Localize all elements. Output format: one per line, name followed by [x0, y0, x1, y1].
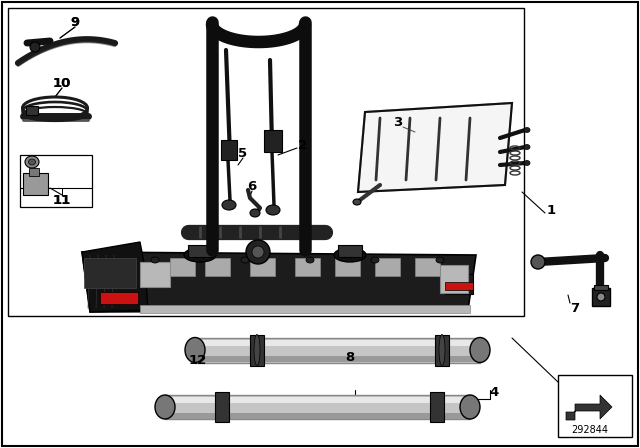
Bar: [415, 258, 440, 276]
Ellipse shape: [155, 395, 175, 419]
Bar: [335, 258, 360, 276]
Polygon shape: [566, 395, 612, 420]
Ellipse shape: [439, 335, 445, 366]
Bar: [445, 274, 473, 294]
Bar: [26, 106, 38, 115]
Ellipse shape: [524, 145, 530, 150]
Text: 7: 7: [570, 302, 580, 314]
Bar: [215, 392, 229, 422]
Bar: [20, 155, 92, 207]
Bar: [23, 173, 48, 195]
Bar: [594, 285, 608, 290]
Text: 11: 11: [53, 194, 71, 207]
Text: 8: 8: [346, 350, 355, 363]
Text: 5: 5: [239, 146, 248, 159]
Circle shape: [30, 42, 40, 52]
Bar: [435, 335, 449, 366]
Ellipse shape: [334, 248, 366, 262]
Text: 2: 2: [298, 138, 308, 151]
Ellipse shape: [29, 159, 35, 165]
Bar: [250, 258, 275, 276]
Ellipse shape: [25, 156, 39, 168]
Bar: [140, 262, 170, 287]
Bar: [375, 258, 400, 276]
Circle shape: [252, 246, 264, 258]
Bar: [430, 392, 444, 422]
Bar: [338, 245, 362, 257]
Polygon shape: [82, 242, 148, 312]
Bar: [29, 168, 39, 176]
Bar: [165, 413, 470, 419]
Ellipse shape: [353, 199, 361, 205]
Bar: [558, 375, 632, 437]
Bar: [165, 395, 470, 419]
Text: 9: 9: [70, 16, 79, 29]
Ellipse shape: [436, 257, 444, 263]
Ellipse shape: [185, 337, 205, 362]
Text: 12: 12: [189, 353, 207, 366]
Bar: [100, 292, 138, 304]
Text: 10: 10: [53, 77, 71, 90]
Bar: [295, 258, 320, 276]
Ellipse shape: [222, 200, 236, 210]
Ellipse shape: [241, 257, 249, 263]
Bar: [250, 335, 264, 366]
Bar: [195, 340, 480, 346]
Text: 3: 3: [394, 116, 403, 129]
Text: 10: 10: [53, 77, 71, 90]
Text: 6: 6: [248, 180, 257, 193]
Text: 4: 4: [490, 385, 499, 399]
Text: 9: 9: [70, 16, 79, 29]
Bar: [221, 140, 237, 160]
Ellipse shape: [460, 395, 480, 419]
Circle shape: [246, 240, 270, 264]
Ellipse shape: [371, 257, 379, 263]
Bar: [205, 258, 230, 276]
Text: 1: 1: [547, 203, 556, 216]
Ellipse shape: [184, 248, 216, 262]
Bar: [188, 245, 212, 257]
Ellipse shape: [470, 337, 490, 362]
Bar: [140, 305, 470, 313]
Bar: [195, 356, 480, 362]
Text: 11: 11: [53, 194, 71, 207]
Bar: [264, 130, 282, 152]
Bar: [592, 288, 610, 306]
Circle shape: [597, 293, 605, 301]
Ellipse shape: [524, 160, 530, 165]
Circle shape: [531, 255, 545, 269]
Ellipse shape: [254, 335, 260, 366]
Ellipse shape: [306, 257, 314, 263]
Ellipse shape: [151, 257, 159, 263]
Bar: [445, 282, 473, 290]
Ellipse shape: [250, 209, 260, 217]
Bar: [440, 265, 468, 293]
Bar: [195, 338, 480, 363]
Text: 292844: 292844: [572, 425, 609, 435]
Bar: [165, 397, 470, 403]
Polygon shape: [82, 252, 476, 312]
Bar: [84, 258, 136, 288]
Bar: [8, 8, 524, 316]
Ellipse shape: [266, 205, 280, 215]
Bar: [170, 258, 195, 276]
Ellipse shape: [524, 128, 530, 133]
Polygon shape: [358, 103, 512, 192]
